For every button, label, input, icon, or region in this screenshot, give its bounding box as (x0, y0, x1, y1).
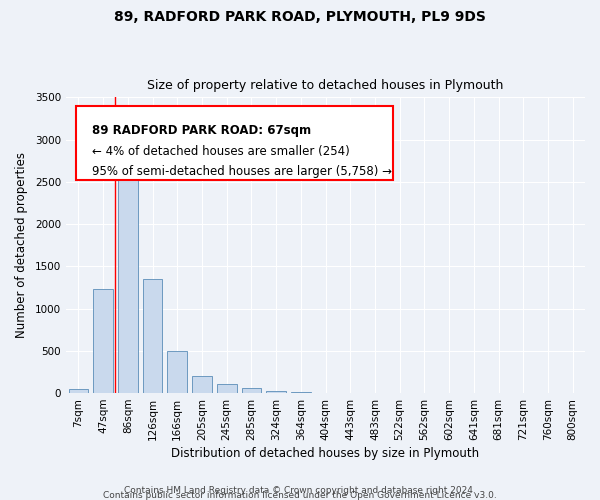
Bar (266, 392, 286, 393)
Text: ← 4% of detached houses are smaller (254): ← 4% of detached houses are smaller (254… (92, 144, 350, 158)
Bar (118, 174, 138, 393)
Text: 95% of semi-detached houses are larger (5,758) →: 95% of semi-detached houses are larger (… (92, 166, 392, 178)
Y-axis label: Number of detached properties: Number of detached properties (15, 152, 28, 338)
Text: Contains public sector information licensed under the Open Government Licence v3: Contains public sector information licen… (103, 490, 497, 500)
Bar (192, 376, 212, 393)
X-axis label: Distribution of detached houses by size in Plymouth: Distribution of detached houses by size … (172, 447, 479, 460)
Bar (143, 279, 163, 393)
Bar (167, 351, 187, 393)
FancyBboxPatch shape (76, 106, 393, 180)
Title: Size of property relative to detached houses in Plymouth: Size of property relative to detached ho… (148, 79, 504, 92)
Bar (242, 388, 261, 393)
Text: 89, RADFORD PARK ROAD, PLYMOUTH, PL9 9DS: 89, RADFORD PARK ROAD, PLYMOUTH, PL9 9DS (114, 10, 486, 24)
Bar (68, 389, 88, 393)
Text: Contains HM Land Registry data © Crown copyright and database right 2024.: Contains HM Land Registry data © Crown c… (124, 486, 476, 495)
Bar (93, 289, 113, 393)
Bar (217, 384, 236, 393)
Bar (291, 392, 311, 393)
Text: 89 RADFORD PARK ROAD: 67sqm: 89 RADFORD PARK ROAD: 67sqm (92, 124, 311, 137)
